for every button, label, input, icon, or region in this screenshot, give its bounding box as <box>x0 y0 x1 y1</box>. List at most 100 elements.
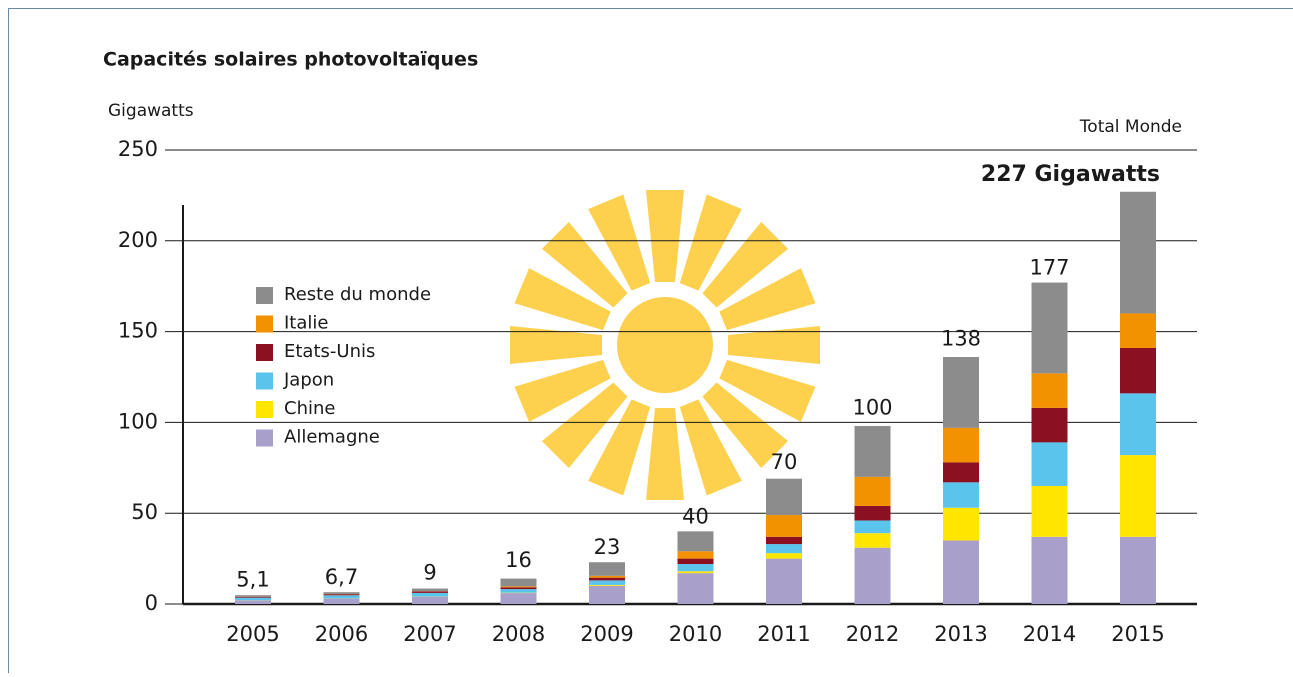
legend-label: Reste du monde <box>284 284 431 305</box>
bar-segment <box>855 506 891 521</box>
annotation: Total Monde <box>1079 117 1182 137</box>
bar-segment <box>678 559 714 564</box>
legend-swatch <box>256 401 273 418</box>
bar-segment <box>766 537 802 544</box>
legend-swatch <box>256 316 273 333</box>
bar-segment <box>412 597 448 604</box>
bar-segment <box>943 540 979 604</box>
total-label: 16 <box>505 548 532 572</box>
bar-segment <box>501 593 537 604</box>
y-tick-label: 250 <box>118 137 158 161</box>
x-tick-label: 2012 <box>846 622 899 646</box>
x-tick-label: 2006 <box>315 622 368 646</box>
bar-segment <box>1032 537 1068 604</box>
bar-segment <box>943 508 979 541</box>
bar-segment <box>1120 192 1156 314</box>
bar-segment <box>412 591 448 592</box>
bar-segment <box>1120 393 1156 455</box>
bar-segment <box>678 573 714 604</box>
bar-segment <box>412 593 448 597</box>
bar-segment <box>766 553 802 558</box>
y-tick-label: 50 <box>131 500 158 524</box>
total-label: 5,1 <box>236 568 269 592</box>
bar-segment <box>766 544 802 553</box>
x-tick-label: 2014 <box>1023 622 1076 646</box>
chart-title: Capacités solaires photovoltaïques <box>103 49 478 71</box>
bar-segment <box>1032 408 1068 443</box>
bar-segment <box>943 357 979 428</box>
legend-label: Allemagne <box>284 427 380 448</box>
bar-segment <box>1120 537 1156 604</box>
legend-swatch <box>256 344 273 361</box>
x-tick-label: 2009 <box>580 622 633 646</box>
bar-segment <box>678 564 714 571</box>
x-tick-label: 2011 <box>757 622 810 646</box>
bar-segment <box>1032 283 1068 374</box>
bar-segment <box>589 578 625 581</box>
bar-segment <box>324 594 360 595</box>
total-label: 177 <box>1029 256 1069 280</box>
y-tick-label: 150 <box>118 319 158 343</box>
total-label: 227 Gigawatts <box>981 162 1160 187</box>
total-label: 6,7 <box>325 565 358 589</box>
bar-segment <box>678 531 714 551</box>
bar-segment <box>943 428 979 463</box>
bar-segment <box>678 571 714 573</box>
bar-segment <box>766 559 802 604</box>
bar-segment <box>589 562 625 576</box>
total-label: 138 <box>941 326 981 350</box>
bar-segment <box>589 580 625 585</box>
bar-segment <box>1032 486 1068 537</box>
bar-segment <box>324 599 360 604</box>
bar-segment <box>1120 348 1156 393</box>
total-label: 40 <box>682 504 709 528</box>
y-axis-label: Gigawatts <box>108 101 194 121</box>
bar-segment <box>1032 442 1068 486</box>
bar-segment <box>1120 455 1156 537</box>
legend-label: Japon <box>283 370 334 391</box>
bar-segment <box>943 482 979 507</box>
x-tick-label: 2007 <box>403 622 456 646</box>
total-label: 9 <box>423 561 436 585</box>
bar-segment <box>501 579 537 587</box>
legend-swatch <box>256 287 273 304</box>
y-tick-label: 0 <box>145 591 158 615</box>
legend-swatch <box>256 430 273 447</box>
bar-segment <box>235 595 271 596</box>
chart: Capacités solaires photovoltaïques Gigaw… <box>0 0 1293 673</box>
total-label: 100 <box>852 395 892 419</box>
legend-label: Chine <box>284 398 335 419</box>
x-tick-label: 2010 <box>669 622 722 646</box>
bar-segment <box>766 515 802 537</box>
bar-segment <box>501 586 537 587</box>
x-tick-label: 2013 <box>934 622 987 646</box>
legend-label: Italie <box>284 313 328 334</box>
total-label: 23 <box>594 535 621 559</box>
y-tick-label: 100 <box>118 409 158 433</box>
bar-segment <box>855 426 891 477</box>
legend-swatch <box>256 373 273 390</box>
x-tick-label: 2008 <box>492 622 545 646</box>
y-tick-label: 200 <box>118 228 158 252</box>
x-tick-label: 2005 <box>226 622 279 646</box>
bar-segment <box>766 479 802 515</box>
bar-segment <box>855 477 891 506</box>
x-tick-label: 2015 <box>1111 622 1164 646</box>
bar-segment <box>855 548 891 604</box>
bar-segment <box>324 592 360 594</box>
bar-segment <box>501 589 537 593</box>
bar-segment <box>324 595 360 598</box>
bar-segment <box>589 586 625 604</box>
bar-segment <box>235 598 271 601</box>
total-label: 70 <box>771 450 798 474</box>
bar-segment <box>943 462 979 482</box>
bar-segment <box>855 533 891 548</box>
bar-segment <box>235 597 271 598</box>
bar-segment <box>1120 313 1156 348</box>
bar-segment <box>412 589 448 592</box>
bar-segment <box>589 585 625 586</box>
bar-segment <box>678 551 714 558</box>
bar-segment <box>1032 373 1068 408</box>
bar-segment <box>501 587 537 589</box>
legend-label: Etats-Unis <box>284 341 375 362</box>
